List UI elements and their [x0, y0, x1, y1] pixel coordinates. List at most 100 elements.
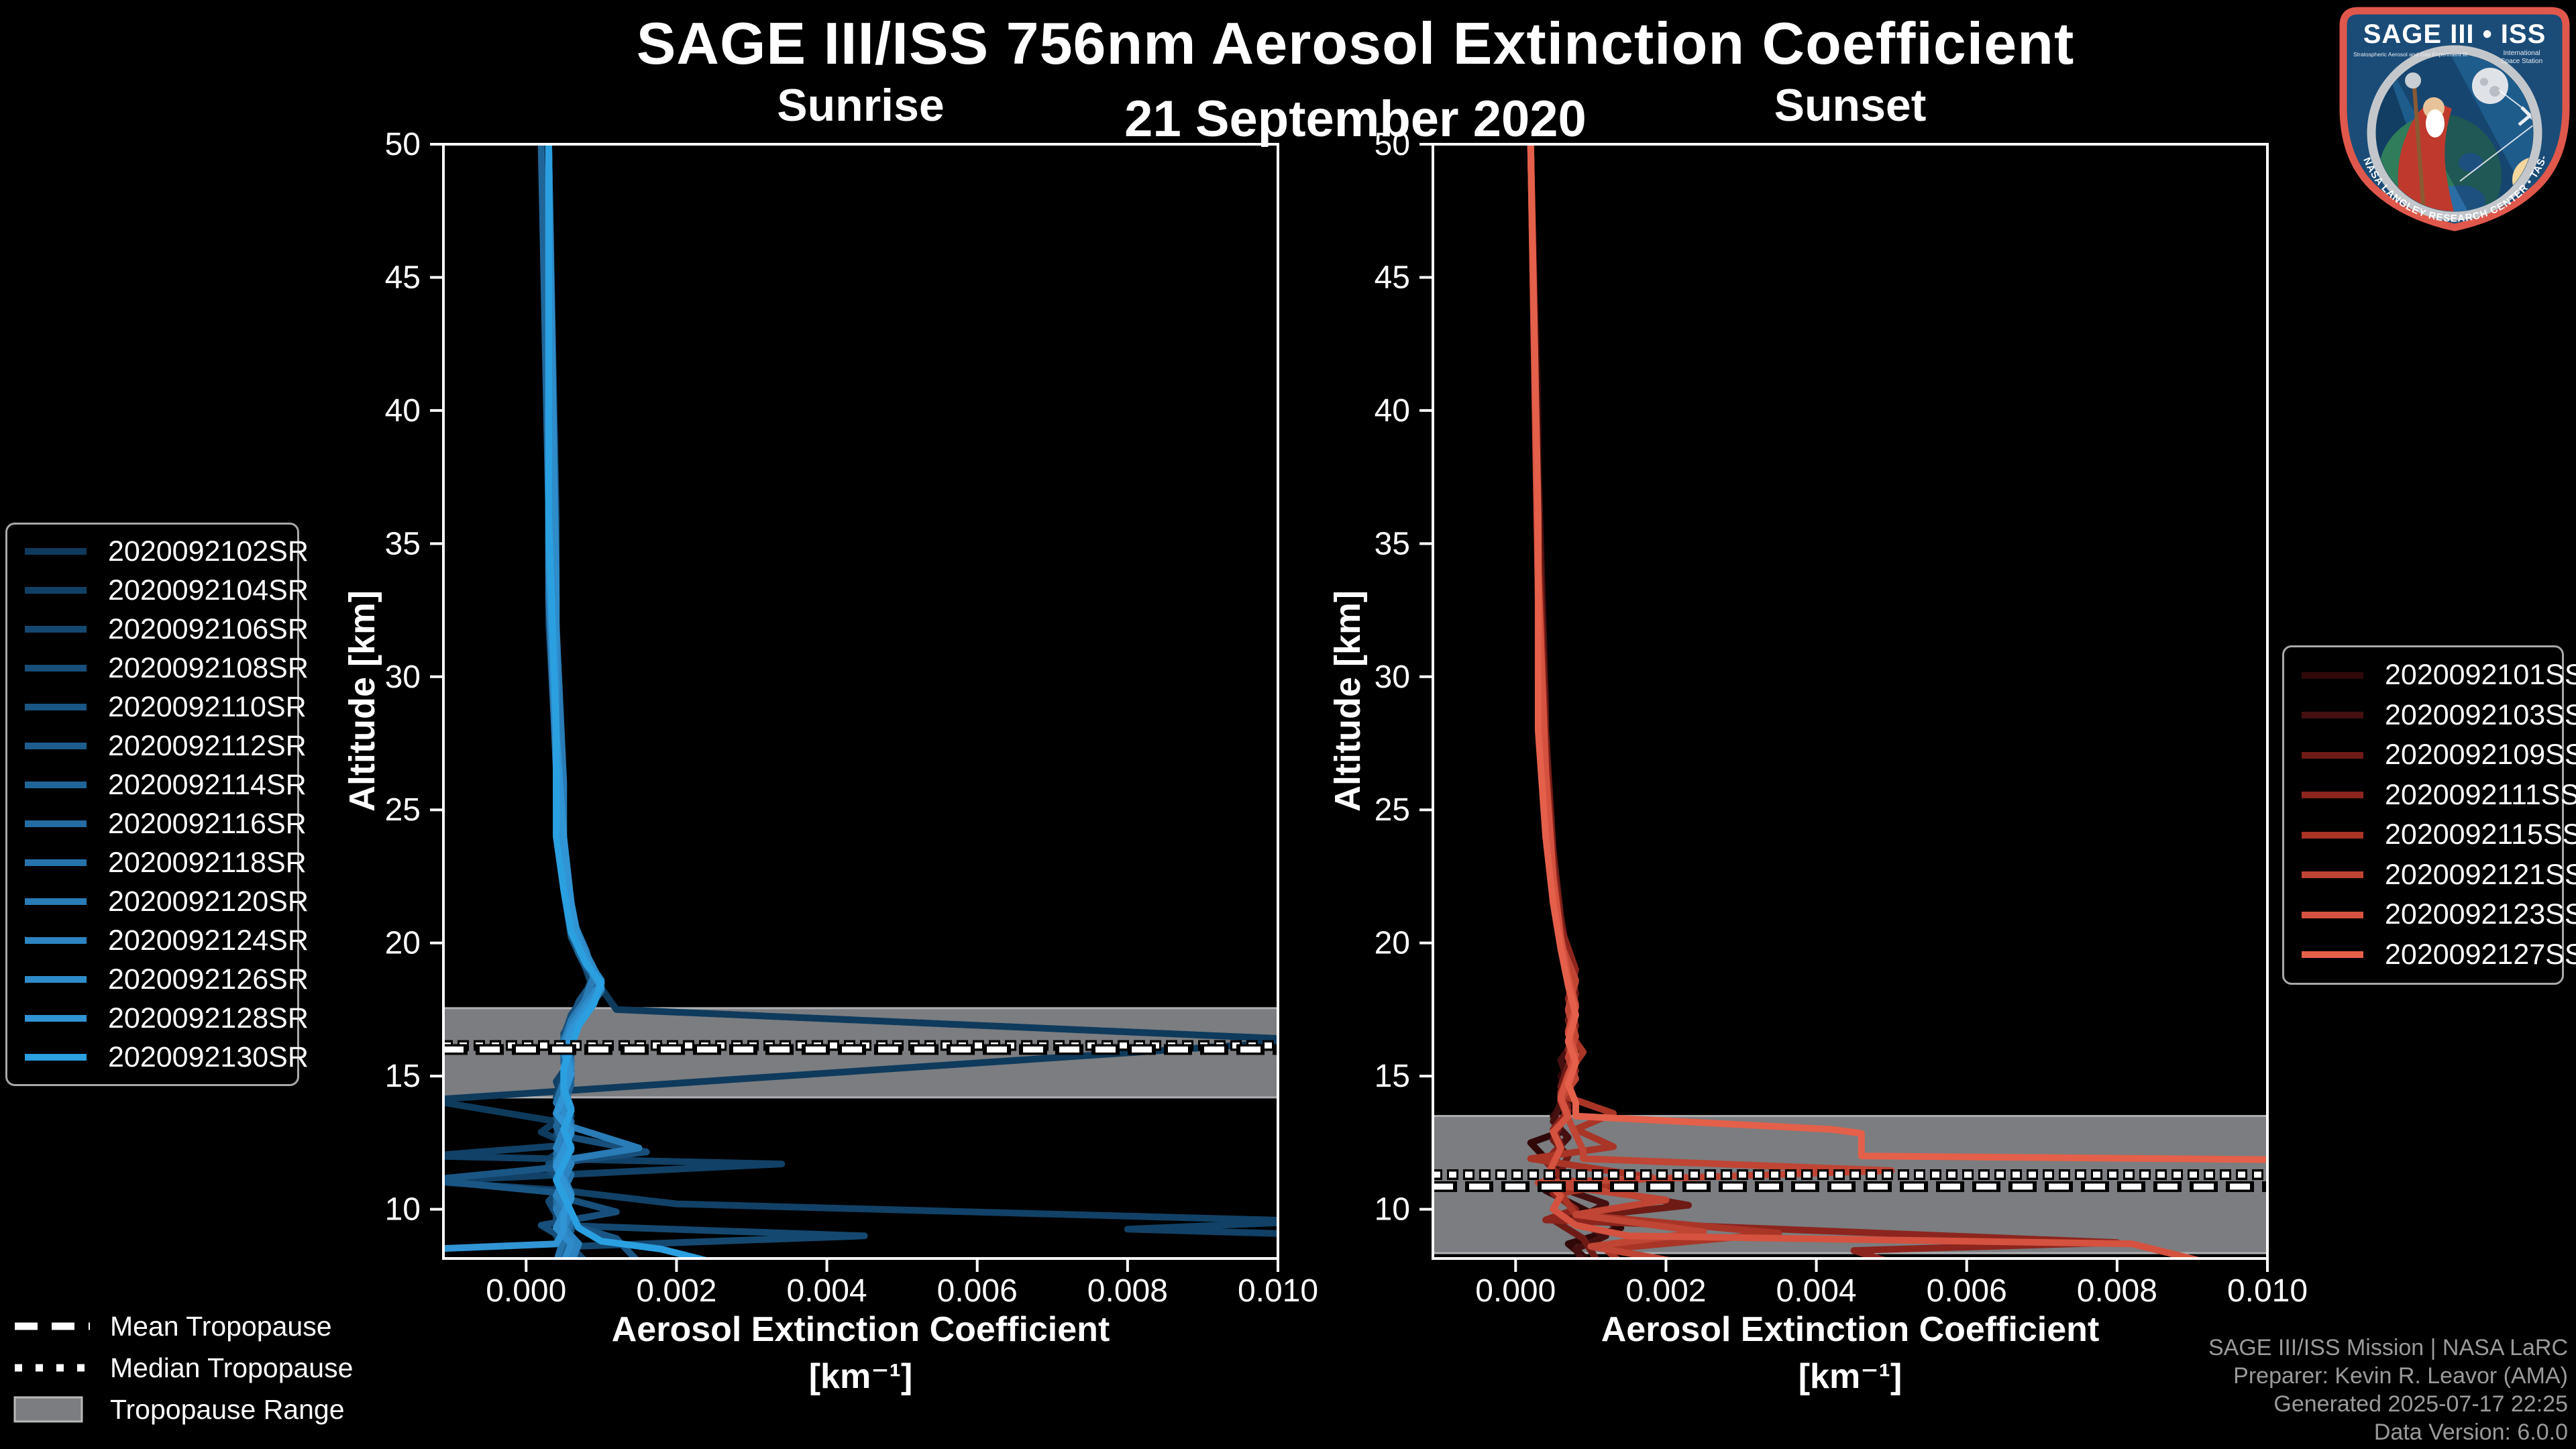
legend-label: 2020092114SR — [108, 768, 307, 801]
y-tick-label: 20 — [1375, 926, 1410, 961]
y-tick-label: 10 — [385, 1192, 421, 1228]
legend-label: Mean Tropopause — [110, 1310, 332, 1342]
credit-line: Generated 2025-07-17 22:25 — [2273, 1391, 2568, 1417]
legend-label: 2020092110SR — [108, 690, 307, 723]
sunset-ylabel: Altitude [km] — [1328, 590, 1368, 812]
sunset-plot: 0.000 0.002 0.004 0.006 0.008 0.010 10 15 20 25 30… — [1375, 127, 2308, 1309]
legend-label: 2020092112SR — [108, 729, 307, 762]
logo-scene — [2378, 54, 2533, 211]
credit-line: Data Version: 6.0.0 — [2373, 1419, 2568, 1445]
legend-label: 2020092127SS — [2385, 938, 2576, 971]
y-tick-label: 10 — [1375, 1192, 1410, 1228]
x-tick-label: 0.004 — [1776, 1273, 1857, 1309]
legend-item-2020092124SR: 2020092124SR — [7, 922, 309, 959]
y-tick-label: 25 — [385, 792, 421, 828]
y-tick-label: 45 — [385, 260, 421, 295]
mission-logo: SAGE III • ISS Stratospheric Aerosol and… — [2339, 7, 2570, 231]
legend-line-swatch-icon — [25, 1015, 87, 1022]
x-tick-label: 0.002 — [636, 1273, 716, 1309]
y-tick-label: 40 — [385, 393, 421, 429]
logo-subtitle-right-1: International — [2503, 50, 2540, 57]
logo-subtitle-left: Stratospheric Aerosol and Gas Experiment… — [2353, 51, 2467, 58]
legend-line-swatch-icon — [25, 898, 87, 905]
legend-label: 2020092104SR — [108, 574, 309, 606]
legend-item-2020092128SR: 2020092128SR — [7, 1000, 309, 1037]
legend-label: 2020092118SR — [108, 846, 307, 879]
legend-line-swatch-icon — [25, 665, 87, 672]
plot-frame — [1432, 143, 2269, 1260]
logo-moon — [2472, 68, 2508, 104]
legend-line-swatch-icon — [25, 859, 87, 866]
legend-line-swatch-icon — [2302, 792, 2363, 799]
legend-label: Tropopause Range — [110, 1393, 345, 1425]
legend-label: 2020092116SR — [108, 807, 307, 840]
legend-item-2020092109SS: 2020092109SS — [2284, 737, 2576, 774]
legend-line-swatch-icon — [25, 937, 87, 944]
legend-item-2020092120SR: 2020092120SR — [7, 883, 309, 920]
legend-line-swatch-icon — [25, 626, 87, 633]
legend-label: 2020092103SS — [2385, 698, 2576, 731]
plot-frame — [442, 143, 1279, 1260]
tropopause-range-swatch-icon — [12, 1395, 93, 1424]
sunset-xlabel: Aerosol Extinction Coefficient — [1601, 1310, 2100, 1349]
y-tick-label: 40 — [1375, 393, 1410, 429]
legend-label: 2020092101SS — [2385, 659, 2576, 692]
legend-label: 2020092130SR — [108, 1040, 309, 1073]
x-tick-label: 0.006 — [937, 1273, 1018, 1309]
legend-line-swatch-icon — [25, 704, 87, 710]
median-tropopause-swatch-icon — [12, 1361, 93, 1375]
legend-item-2020092112SR: 2020092112SR — [7, 727, 307, 765]
x-tick-label: 0.002 — [1625, 1273, 1706, 1309]
sunrise-xlabel-units: [km⁻¹] — [808, 1357, 913, 1396]
y-tick-label: 20 — [385, 926, 421, 961]
legend-line-swatch-icon — [2302, 871, 2363, 879]
sunrise-plot: 0.000 0.002 0.004 0.006 0.008 0.010 10 15 20 25 30… — [385, 127, 1318, 1309]
legend-line-swatch-icon — [25, 782, 87, 788]
legend-item-2020092114SR: 2020092114SR — [7, 766, 307, 804]
legend-item-2020092101SS: 2020092101SS — [2284, 657, 2576, 694]
logo-subtitle-right-2: Space Station — [2501, 58, 2542, 65]
legend-line-swatch-icon — [2302, 911, 2363, 918]
y-tick-label: 35 — [385, 526, 421, 561]
sunrise-ylabel: Altitude [km] — [342, 590, 382, 812]
x-tick-label: 0.010 — [1238, 1273, 1318, 1309]
y-tick-label: 50 — [1375, 127, 1410, 162]
legend-line-swatch-icon — [25, 820, 87, 827]
legend-line-swatch-icon — [25, 587, 87, 594]
legend-item-median-tropopause: Median Tropopause — [12, 1347, 353, 1389]
logo-title: SAGE III • ISS — [2363, 19, 2546, 49]
legend-item-2020092108SR: 2020092108SR — [7, 649, 309, 687]
legend-item-2020092111SS: 2020092111SS — [2284, 776, 2576, 814]
legend-label: 2020092123SS — [2385, 898, 2576, 931]
profile-line-2020092109SS — [1527, 144, 1692, 1258]
legend-item-2020092103SS: 2020092103SS — [2284, 696, 2576, 734]
legend-item-2020092110SR: 2020092110SR — [7, 688, 307, 726]
legend-item-tropopause-range: Tropopause Range — [12, 1389, 353, 1430]
date-subtitle: 21 September 2020 — [1124, 91, 1587, 148]
legend-item-mean-tropopause: Mean Tropopause — [12, 1305, 353, 1347]
sunset-xlabel-units: [km⁻¹] — [1798, 1357, 1902, 1396]
credit-line: Preparer: Kevin R. Leavor (AMA) — [2233, 1363, 2568, 1389]
legend-label: 2020092108SR — [108, 651, 309, 684]
tropopause-legend: Mean Tropopause Median Tropopause Tropop… — [12, 1305, 353, 1430]
credits-block: SAGE III/ISS Mission | NASA LaRC Prepare… — [2208, 1334, 2568, 1446]
legend-label: 2020092115SS — [2385, 818, 2576, 851]
legend-line-swatch-icon — [2302, 831, 2363, 839]
legend-line-swatch-icon — [2302, 712, 2363, 719]
credit-line: SAGE III/ISS Mission | NASA LaRC — [2208, 1335, 2568, 1360]
profile-line-2020092127SS — [1527, 144, 2267, 1163]
x-tick-label: 0.006 — [1927, 1273, 2007, 1309]
legend-line-swatch-icon — [25, 743, 87, 749]
legend-label: 2020092111SS — [2385, 778, 2576, 811]
profile-line-2020092130SR — [545, 144, 712, 1258]
legend-item-2020092130SR: 2020092130SR — [7, 1038, 309, 1076]
legend-label: 2020092121SS — [2385, 858, 2576, 891]
x-tick-label: 0.008 — [1087, 1273, 1168, 1309]
legend-line-swatch-icon — [2302, 672, 2363, 679]
y-tick-label: 50 — [385, 127, 421, 162]
x-tick-label: 0.000 — [486, 1273, 566, 1309]
legend-line-swatch-icon — [2302, 751, 2363, 759]
sunrise-xlabel: Aerosol Extinction Coefficient — [611, 1310, 1110, 1349]
y-tick-label: 25 — [1375, 792, 1410, 828]
legend-label: 2020092128SR — [108, 1002, 309, 1034]
